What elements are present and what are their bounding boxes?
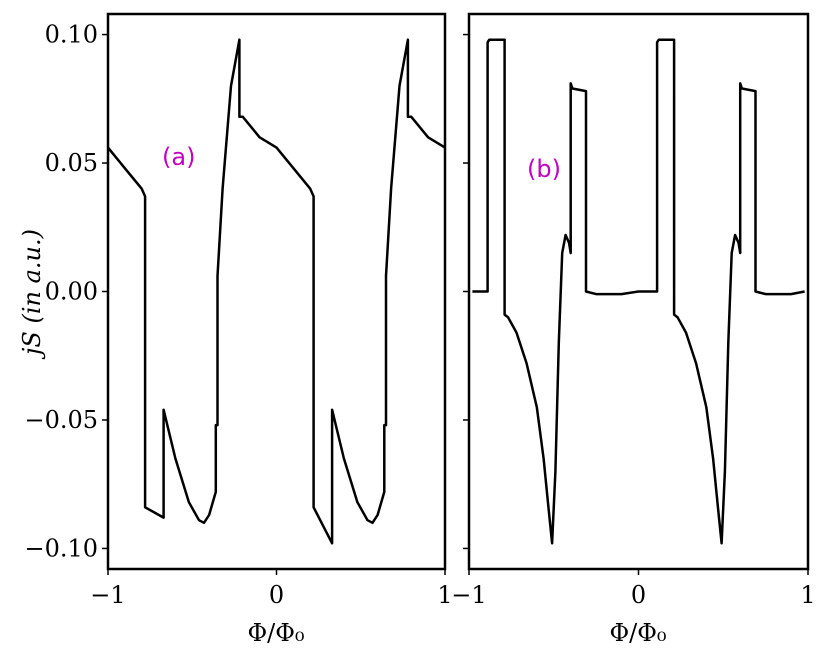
panel-a-x-axis-label: Φ/Φ₀ xyxy=(247,619,304,647)
panel-a-y-tick-label: −0.05 xyxy=(24,406,98,434)
panel-b: −1 0 1 (b) Φ/Φ₀ xyxy=(451,12,816,647)
panel-a-y-tick-labels: −0.10 −0.05 0.00 0.05 0.10 xyxy=(24,21,98,563)
panel-a-y-axis-label: jS (in a.u.) xyxy=(18,229,46,360)
panel-b-x-tick-label: 1 xyxy=(800,581,815,609)
panel-b-x-tick-labels: −1 0 1 xyxy=(451,581,815,609)
panel-a-x-tick-label: −1 xyxy=(90,581,125,609)
panel-b-series-line xyxy=(472,38,805,545)
panel-a-y-tick-label: 0.05 xyxy=(45,149,98,177)
panel-a-x-tick-label: 1 xyxy=(437,581,452,609)
panel-a-y-tick-label: 0.00 xyxy=(45,278,98,306)
panel-b-x-tick-label: −1 xyxy=(451,581,486,609)
panel-b-annotation: (b) xyxy=(527,155,561,183)
panel-a-y-tick-label: 0.10 xyxy=(45,21,98,49)
panel-a-x-tick-label: 0 xyxy=(269,581,284,609)
panel-a-annotation: (a) xyxy=(162,143,195,171)
panel-a-frame xyxy=(106,12,447,571)
panel-b-x-tick-label: 0 xyxy=(631,581,646,609)
panel-b-x-axis-label: Φ/Φ₀ xyxy=(609,619,666,647)
panel-a-ticks xyxy=(102,33,446,575)
panel-a-x-tick-labels: −1 0 1 xyxy=(90,581,452,609)
panel-a-y-tick-label: −0.10 xyxy=(24,534,98,562)
panel-a-series-line xyxy=(107,38,446,545)
panel-b-ticks xyxy=(463,33,809,575)
panel-a: −0.10 −0.05 0.00 0.05 0.10 −1 0 1 (a) Φ/Φ₀ jS … xyxy=(18,12,453,647)
